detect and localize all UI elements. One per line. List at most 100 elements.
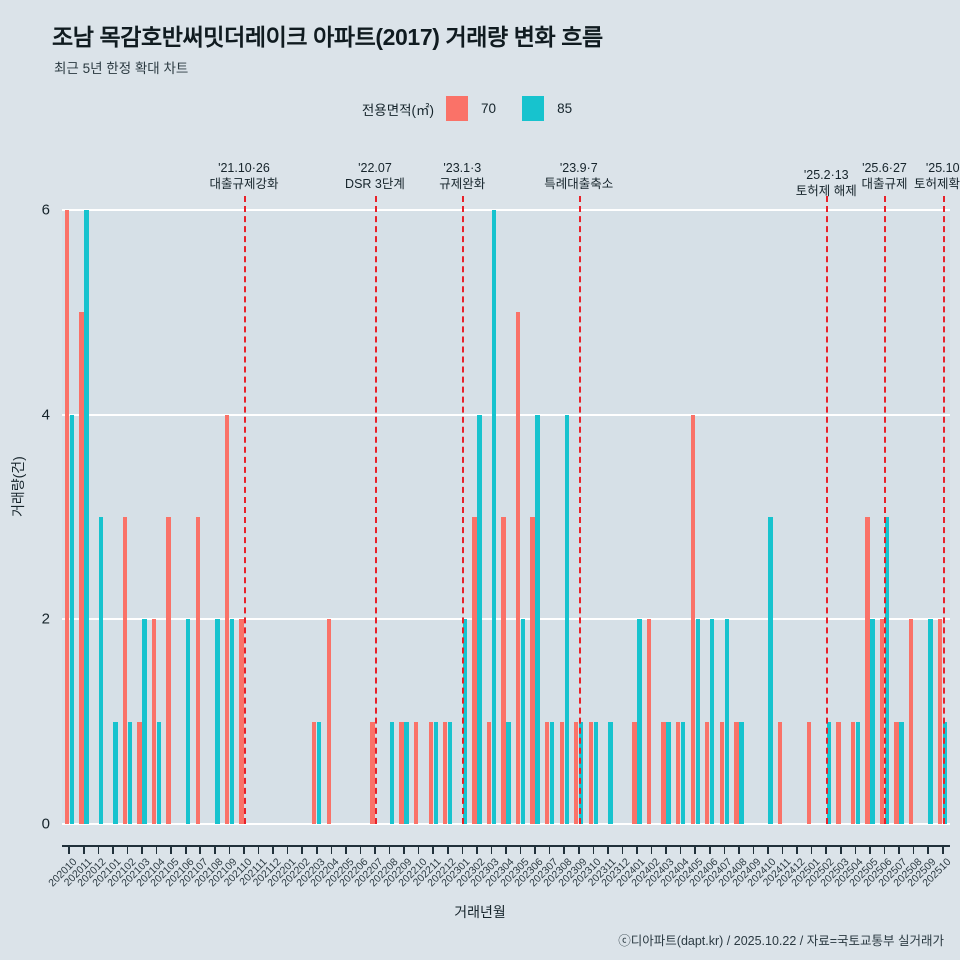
bar-85-202509[interactable] (928, 619, 933, 824)
bar-70-202211[interactable] (428, 721, 433, 824)
bar-85-202109[interactable] (229, 619, 235, 824)
bar-70-202109[interactable] (224, 414, 230, 824)
bar-85-202303[interactable] (491, 210, 497, 824)
bar-70-202401[interactable] (632, 721, 637, 824)
bar-85-202011[interactable] (84, 210, 89, 824)
bar-85-202406[interactable] (710, 619, 715, 824)
bar-85-202101[interactable] (113, 721, 118, 824)
bar-85-202010[interactable] (69, 414, 74, 824)
event-annotation-202110: '21.10·26 대출규제강화 (209, 160, 278, 192)
x-tick-202206 (359, 845, 362, 854)
bar-70-202107[interactable] (195, 517, 200, 824)
bar-85-202504[interactable] (855, 721, 861, 824)
bar-70-202503[interactable] (836, 721, 841, 824)
event-date-202207: '22.07 (358, 161, 392, 175)
bar-85-202405[interactable] (695, 619, 700, 824)
bar-85-202102[interactable] (127, 721, 133, 824)
bar-70-202204[interactable] (326, 619, 331, 824)
bar-70-202304[interactable] (501, 517, 506, 824)
bar-85-202203[interactable] (317, 721, 322, 824)
x-tick-202103 (141, 845, 143, 854)
bar-70-202403[interactable] (661, 721, 666, 824)
bar-85-202104[interactable] (156, 721, 162, 824)
chart-legend: 전용면적(㎡) 70 85 (0, 96, 960, 121)
bar-70-202404[interactable] (675, 721, 681, 824)
event-date-202309: '23.9·7 (559, 161, 598, 175)
bar-70-202010[interactable] (64, 210, 69, 824)
bar-85-202012[interactable] (98, 517, 104, 824)
bar-85-202108[interactable] (215, 619, 220, 824)
event-annotation-202301: '23.1·3 규제완화 (439, 160, 485, 192)
bar-70-202406[interactable] (705, 721, 710, 824)
bar-70-202110[interactable] (239, 619, 244, 824)
x-tick-202207 (374, 845, 376, 854)
bar-85-202506[interactable] (884, 517, 890, 824)
bar-85-202211[interactable] (433, 721, 438, 824)
bar-85-202208[interactable] (389, 721, 395, 824)
bar-85-202410[interactable] (768, 517, 773, 824)
bar-70-202506[interactable] (879, 619, 885, 824)
event-annotation-202207: '22.07 DSR 3단계 (345, 160, 405, 192)
bar-70-202307[interactable] (544, 721, 550, 824)
bar-70-202510[interactable] (938, 619, 943, 824)
bar-85-202404[interactable] (680, 721, 686, 824)
event-annotation-202502: '25.2·13 토허제 해제 (796, 167, 857, 199)
bar-70-202104[interactable] (151, 619, 157, 824)
bar-70-202308[interactable] (559, 721, 564, 824)
bar-85-202212[interactable] (448, 721, 453, 824)
y-tick-label-0: 0 (41, 815, 50, 833)
bar-70-202405[interactable] (690, 414, 695, 824)
legend-label-70: 70 (481, 101, 497, 116)
bar-70-202210[interactable] (413, 721, 419, 824)
bar-70-202102[interactable] (122, 517, 128, 824)
bar-70-202505[interactable] (865, 517, 870, 824)
bar-85-202304[interactable] (506, 721, 511, 824)
bar-85-202209[interactable] (404, 721, 409, 824)
bar-70-202407[interactable] (719, 721, 725, 824)
bar-85-202106[interactable] (186, 619, 191, 824)
x-tick-202211 (432, 845, 434, 854)
bar-70-202011[interactable] (79, 312, 84, 824)
bar-70-202105[interactable] (166, 517, 171, 824)
bar-85-202502[interactable] (826, 721, 831, 824)
bar-85-202305[interactable] (520, 619, 526, 824)
bar-70-202408[interactable] (734, 721, 739, 824)
bar-85-202510[interactable] (943, 721, 948, 824)
y-tick-label-6: 6 (41, 201, 50, 219)
bar-70-202203[interactable] (312, 721, 317, 824)
bar-70-202103[interactable] (137, 721, 142, 824)
bar-85-202307[interactable] (549, 721, 555, 824)
bar-85-202309[interactable] (579, 721, 584, 824)
bar-70-202402[interactable] (646, 619, 652, 824)
bar-85-202407[interactable] (724, 619, 730, 824)
event-text-202506: 대출규제 (861, 177, 908, 191)
bar-85-202505[interactable] (870, 619, 875, 824)
bar-70-202212[interactable] (443, 721, 448, 824)
bar-85-202306[interactable] (535, 414, 540, 824)
bar-70-202310[interactable] (588, 721, 594, 824)
bar-85-202311[interactable] (608, 721, 613, 824)
bar-85-202103[interactable] (142, 619, 147, 824)
bar-85-202310[interactable] (593, 721, 599, 824)
x-tick-202402 (650, 845, 653, 854)
bar-85-202507[interactable] (899, 721, 904, 824)
bar-70-202306[interactable] (530, 517, 535, 824)
bar-70-202309[interactable] (574, 721, 579, 824)
bar-85-202408[interactable] (739, 721, 744, 824)
bar-70-202302[interactable] (472, 517, 477, 824)
bar-70-202504[interactable] (850, 721, 856, 824)
bar-70-202501[interactable] (807, 721, 812, 824)
bar-85-202403[interactable] (666, 721, 671, 824)
bar-70-202209[interactable] (399, 721, 404, 824)
bar-70-202411[interactable] (777, 721, 783, 824)
bar-70-202207[interactable] (370, 721, 375, 824)
bar-85-202401[interactable] (637, 619, 642, 824)
bar-85-202308[interactable] (564, 414, 569, 824)
bar-70-202303[interactable] (486, 721, 492, 824)
x-tick-202205 (345, 845, 347, 854)
bar-70-202507[interactable] (894, 721, 899, 824)
bar-85-202302[interactable] (477, 414, 482, 824)
bar-70-202305[interactable] (515, 312, 521, 824)
bar-70-202508[interactable] (908, 619, 914, 824)
bar-85-202301[interactable] (462, 619, 468, 824)
